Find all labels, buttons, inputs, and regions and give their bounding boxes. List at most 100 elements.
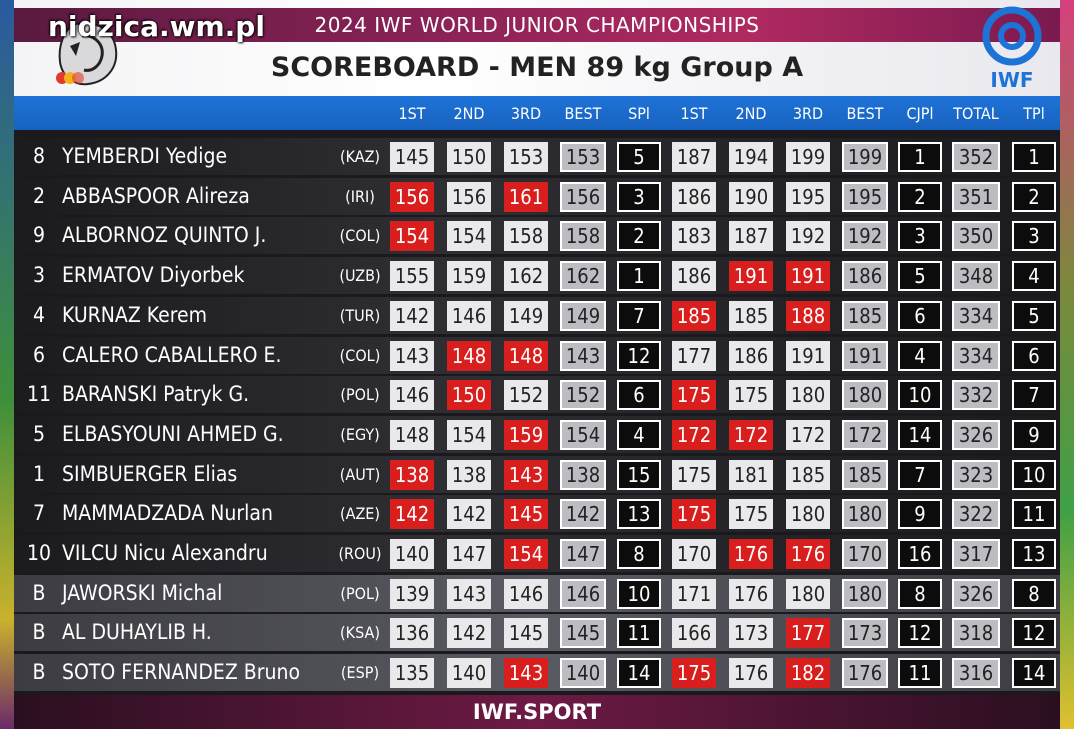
snatch-best: 152 (560, 380, 606, 410)
total-score: 350 (952, 221, 1000, 251)
lot-number: B (32, 620, 46, 644)
cj-attempt-1: 175 (672, 658, 716, 688)
snatch-place: 13 (617, 499, 661, 529)
cj-attempt-1: 171 (672, 579, 716, 609)
nation-code: (ROU) (338, 544, 382, 563)
lot-number: 10 (26, 541, 52, 565)
nation-code: (IRI) (345, 187, 375, 206)
cj-attempt-1: 172 (672, 420, 716, 450)
cj-attempt-3: 191 (786, 341, 830, 371)
iwf-logo: IWF (976, 6, 1048, 92)
cj-attempt-2: 191 (729, 261, 773, 291)
cj-attempt-1: 183 (672, 221, 716, 251)
cj-attempt-2: 190 (729, 182, 773, 212)
total-place: 9 (1012, 420, 1056, 450)
cj-attempt-2: 185 (729, 301, 773, 331)
nation-code: (COL) (339, 346, 381, 365)
snatch-attempt-1: 148 (390, 420, 434, 450)
snatch-place: 2 (617, 221, 661, 251)
col-snatch-3rd: 3RD (510, 104, 542, 123)
athlete-name: ERMATOV Diyorbek (62, 263, 245, 287)
col-cj-3rd: 3RD (792, 104, 824, 123)
cj-place: 10 (898, 380, 942, 410)
snatch-attempt-1: 154 (390, 221, 434, 251)
cj-attempt-2: 194 (729, 142, 773, 172)
lion-emblem-icon (56, 22, 118, 86)
total-score: 317 (952, 539, 1000, 569)
snatch-attempt-1: 156 (390, 182, 434, 212)
snatch-attempt-2: 150 (447, 380, 491, 410)
snatch-place: 4 (617, 420, 661, 450)
cj-attempt-2: 175 (729, 499, 773, 529)
cj-best: 191 (842, 341, 888, 371)
column-header-bar: 1ST 2ND 3RD BEST SPl 1ST 2ND 3RD BEST CJ… (14, 96, 1060, 130)
athlete-name: SIMBUERGER Elias (62, 462, 238, 486)
athlete-name: ABBASPOOR Alireza (62, 184, 250, 208)
col-cj-best: BEST (846, 104, 884, 123)
snatch-best: 147 (560, 539, 606, 569)
snatch-attempt-2: 138 (447, 460, 491, 490)
lot-number: 8 (32, 144, 46, 168)
nation-code: (AZE) (339, 504, 381, 523)
athlete-name: AL DUHAYLIB H. (62, 620, 212, 644)
cj-attempt-3: 182 (786, 658, 830, 688)
cj-attempt-3: 180 (786, 380, 830, 410)
total-place: 5 (1012, 301, 1056, 331)
snatch-place: 6 (617, 380, 661, 410)
snatch-attempt-2: 150 (447, 142, 491, 172)
cj-attempt-1: 186 (672, 182, 716, 212)
lot-number: 6 (32, 343, 46, 367)
snatch-best: 145 (560, 618, 606, 648)
total-place: 6 (1012, 341, 1056, 371)
snatch-attempt-3: 145 (504, 618, 548, 648)
snatch-place: 8 (617, 539, 661, 569)
cj-place: 14 (898, 420, 942, 450)
table-row: B JAWORSKI Michal (POL) 139 143 146 146 10 171 17… (14, 575, 1060, 612)
snatch-place: 10 (617, 579, 661, 609)
cj-best: 176 (842, 658, 888, 688)
table-row: B AL DUHAYLIB H. (KSA) 136 142 145 145 11 166 173… (14, 614, 1060, 651)
col-snatch-2nd: 2ND (453, 104, 485, 123)
cj-best: 180 (842, 579, 888, 609)
snatch-attempt-3: 162 (504, 261, 548, 291)
cj-attempt-3: 195 (786, 182, 830, 212)
cj-best: 192 (842, 221, 888, 251)
cj-attempt-3: 180 (786, 499, 830, 529)
snatch-attempt-3: 159 (504, 420, 548, 450)
total-score: 334 (952, 341, 1000, 371)
total-place: 14 (1012, 658, 1056, 688)
snatch-attempt-3: 158 (504, 221, 548, 251)
cj-place: 9 (898, 499, 942, 529)
cj-place: 7 (898, 460, 942, 490)
nation-code: (AUT) (339, 465, 381, 484)
total-place: 3 (1012, 221, 1056, 251)
athlete-name: YEMBERDI Yedige (62, 144, 228, 168)
nation-code: (KSA) (340, 623, 380, 642)
table-row: 3 ERMATOV Diyorbek (UZB) 155 159 162 162 1 186 19… (14, 257, 1060, 294)
cj-attempt-1: 175 (672, 499, 716, 529)
snatch-place: 12 (617, 341, 661, 371)
total-score: 332 (952, 380, 1000, 410)
cj-attempt-3: 180 (786, 579, 830, 609)
snatch-attempt-3: 148 (504, 341, 548, 371)
cj-attempt-2: 175 (729, 380, 773, 410)
lot-number: 9 (32, 223, 46, 247)
snatch-attempt-1: 139 (390, 579, 434, 609)
athlete-name: SOTO FERNANDEZ Bruno (62, 660, 301, 684)
cj-place: 16 (898, 539, 942, 569)
championship-title: 2024 IWF WORLD JUNIOR CHAMPIONSHIPS (314, 13, 760, 37)
footer-site: IWF.SPORT (472, 700, 602, 724)
col-total-place: TPl (1023, 104, 1045, 123)
snatch-best: 162 (560, 261, 606, 291)
cj-attempt-3: 172 (786, 420, 830, 450)
cj-best: 186 (842, 261, 888, 291)
snatch-attempt-2: 147 (447, 539, 491, 569)
total-place: 7 (1012, 380, 1056, 410)
snatch-best: 149 (560, 301, 606, 331)
athlete-name: ALBORNOZ QUINTO J. (62, 223, 267, 247)
snatch-attempt-3: 145 (504, 499, 548, 529)
col-cj-2nd: 2ND (735, 104, 767, 123)
barbell-plate-icon (982, 6, 1042, 66)
col-cj-1st: 1ST (680, 104, 708, 123)
cj-best: 185 (842, 460, 888, 490)
